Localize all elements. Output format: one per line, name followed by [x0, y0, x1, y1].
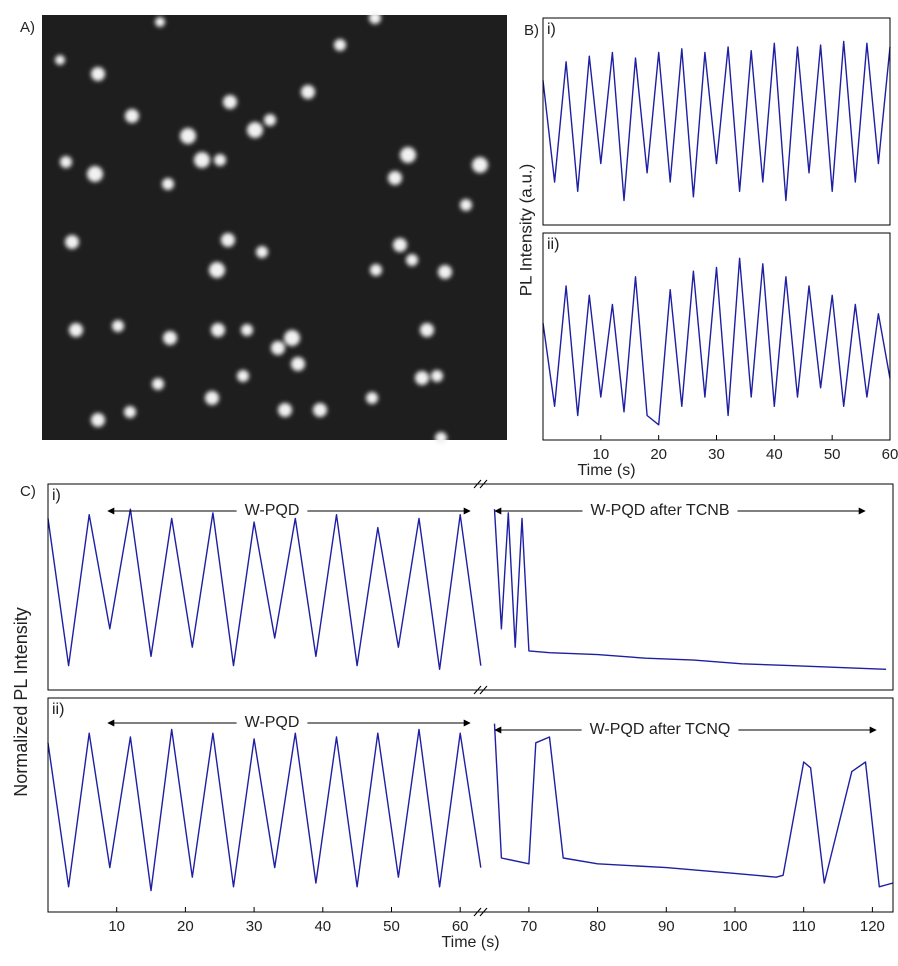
x-tick-label: 60	[452, 918, 469, 935]
subplot-label: ii)	[547, 236, 559, 253]
trace	[542, 257, 891, 426]
annotation: W-PQD	[245, 714, 300, 731]
x-tick-label: 30	[708, 446, 725, 463]
trace	[47, 508, 887, 670]
x-tick-label: 30	[246, 918, 263, 935]
x-tick-label: 50	[383, 918, 400, 935]
panel-label: C)	[20, 483, 36, 500]
microscope-image	[42, 12, 507, 444]
plot-frame	[47, 697, 894, 913]
annotation: W-PQD after TCNQ	[590, 721, 731, 738]
panel-label: B)	[524, 22, 539, 39]
x-tick-label: 20	[650, 446, 667, 463]
y-axis-label: PL Intensity (a.u.)	[516, 164, 535, 297]
y-axis-label: Normalized PL Intensity	[11, 607, 31, 796]
x-tick-label: 10	[592, 446, 609, 463]
plot-frame	[542, 232, 891, 441]
plot-frame	[47, 483, 894, 691]
x-tick-label: 50	[824, 446, 841, 463]
subplot-label: i)	[52, 487, 61, 504]
annotation: W-PQD after TCNB	[591, 502, 730, 519]
x-tick-label: 100	[722, 918, 747, 935]
x-tick-label: 20	[177, 918, 194, 935]
x-tick-label: 70	[521, 918, 538, 935]
x-axis-label: Time (s)	[441, 934, 499, 951]
x-tick-label: 40	[766, 446, 783, 463]
subplot-label: i)	[547, 21, 556, 38]
x-tick-label: 40	[314, 918, 331, 935]
x-tick-label: 110	[792, 918, 816, 935]
trace	[542, 40, 891, 202]
subplot-label: ii)	[52, 701, 64, 718]
x-tick-label: 80	[589, 918, 606, 935]
plot-frame	[542, 17, 891, 226]
x-tick-label: 10	[108, 918, 125, 935]
x-tick-label: 60	[882, 446, 898, 463]
x-tick-label: 120	[860, 918, 885, 935]
annotation: W-PQD	[245, 502, 300, 519]
panel-label: A)	[20, 19, 35, 36]
x-axis-label: Time (s)	[577, 462, 635, 479]
trace	[47, 723, 894, 892]
x-tick-label: 90	[658, 918, 675, 935]
